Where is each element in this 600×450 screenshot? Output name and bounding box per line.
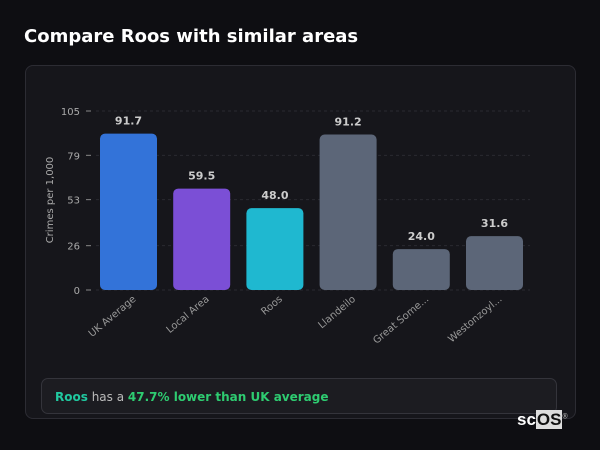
bar-value-label: 59.5 [188,170,215,183]
y-tick-label: 0 [74,286,80,297]
bar [392,249,450,290]
x-tick-label: Roos [259,294,284,318]
x-tick-label: Westonzoyl... [446,294,504,345]
x-tick-label: Llandeilo [316,294,358,331]
scos-logo: scOS® [517,410,568,429]
bar [466,236,523,290]
y-axis-label: Crimes per 1,000 [45,157,56,244]
bar [319,134,377,290]
summary-box: Roos has a 47.7% lower than UK average [41,378,557,414]
bar-value-label: 48.0 [261,189,288,202]
bar [100,133,157,290]
bar [246,208,304,290]
bar-value-label: 31.6 [481,217,508,230]
bar [173,188,231,290]
page-title: Compare Roos with similar areas [24,26,359,47]
x-tick-label: Great Some... [371,294,431,347]
y-tick-label: 105 [61,107,80,118]
bar-value-label: 24.0 [408,230,435,243]
summary-text: has a [87,390,128,404]
bar-value-label: 91.7 [115,115,142,128]
y-tick-label: 26 [67,242,80,253]
bar-value-label: 91.2 [335,116,362,129]
summary-highlight: 47.7% lower than UK average [127,390,329,404]
summary-area: Roos [55,390,88,404]
x-tick-label: Local Area [165,294,212,336]
y-tick-label: 79 [67,151,80,162]
x-tick-label: UK Average [87,294,139,340]
y-tick-label: 53 [67,196,80,207]
